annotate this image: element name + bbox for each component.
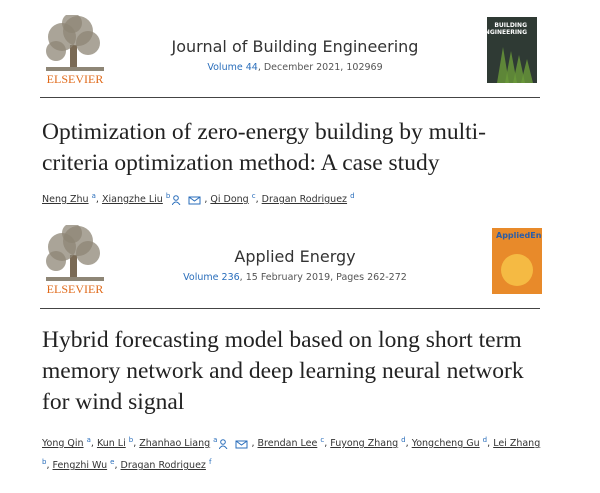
cover-building (513, 55, 525, 83)
separator: , (251, 438, 255, 450)
tree-foliage (46, 251, 66, 271)
separator: , (114, 460, 118, 472)
separator: , (324, 438, 328, 450)
person-body (172, 201, 181, 205)
author-name[interactable]: Qi Dong (210, 194, 249, 206)
author-list: Neng Zhu a, Xiangzhe Liu b, Qi Dong c, D… (42, 187, 542, 209)
cover-sun (501, 254, 533, 286)
divider (40, 308, 540, 309)
author-affiliation: a (213, 436, 218, 444)
volume-line: Volume 236, 15 February 2019, Pages 262-… (145, 272, 445, 283)
publisher-name: ELSEVIER (47, 72, 104, 86)
journal-cover: BUILDINGENGINEERING (487, 17, 537, 83)
mail (188, 196, 201, 205)
author-affiliation: b (165, 192, 171, 200)
author-name[interactable]: Dragan Rodriguez (261, 194, 348, 206)
author-affiliation: d (482, 436, 488, 444)
author-affiliation: d (401, 436, 406, 444)
author-affiliation: c (251, 192, 256, 200)
tree-trunk (70, 255, 77, 279)
author-affiliation: b (128, 436, 134, 444)
author-name[interactable]: Yongcheng Gu (411, 438, 480, 450)
separator: , (46, 460, 50, 472)
contact-icons (219, 438, 248, 449)
article-title: Optimization of zero-energy building by … (42, 119, 487, 176)
cover-building (521, 59, 533, 83)
tree-trunk (70, 45, 77, 69)
volume: Volume 236 (183, 272, 240, 283)
author-affiliation: a (86, 436, 91, 444)
cover-text: BUILDING (494, 22, 527, 29)
publisher-name: ELSEVIER (47, 282, 104, 296)
author-name[interactable]: Kun Li (96, 438, 126, 450)
divider (40, 97, 540, 98)
tree-foliage (62, 225, 82, 243)
volume: Volume 44 (207, 62, 258, 73)
author-name[interactable]: Fuyong Zhang (330, 438, 399, 450)
author-name[interactable]: Fengzhi Wu (52, 460, 108, 472)
separator: , (95, 194, 99, 206)
mail-flap (189, 196, 201, 202)
author-affiliation: c (320, 436, 325, 444)
author-name[interactable]: Dragan Rodriguez (120, 460, 206, 472)
tree-foliage (76, 31, 100, 55)
journal-name: Applied Energy (234, 247, 356, 266)
person-head (220, 438, 227, 445)
separator: , (204, 194, 208, 206)
separator: , (487, 438, 491, 450)
separator: , (405, 438, 409, 450)
author-name[interactable]: Yong Qin (42, 438, 84, 450)
author-affiliation: b (42, 458, 47, 467)
cover-building (497, 47, 509, 83)
publisher-logo: ELSEVIER (46, 15, 104, 86)
author-name[interactable]: Neng Zhu (42, 194, 89, 206)
separator: , (90, 438, 94, 450)
tree-foliage (62, 15, 82, 33)
author-name[interactable]: Xiangzhe Liu (101, 194, 163, 206)
journal-name: Journal of Building Engineering (171, 37, 419, 56)
cover-building (505, 51, 517, 83)
tree-foliage (46, 41, 66, 61)
author-name[interactable]: Zhanhao Liang (139, 438, 211, 450)
separator: , (255, 194, 259, 206)
citation: , December 2021, 102969 (257, 62, 383, 73)
author-affiliation: f (208, 458, 212, 467)
publisher-logo: ELSEVIER (46, 225, 104, 296)
tree-ground (46, 67, 104, 71)
citation: , 15 February 2019, Pages 262-272 (239, 272, 407, 283)
separator: , (133, 438, 137, 450)
volume-line: Volume 44, December 2021, 102969 (145, 62, 445, 73)
tree-foliage (76, 241, 100, 265)
author-name[interactable]: Lei Zhang (493, 438, 541, 450)
person-head (173, 194, 180, 201)
contact-icons (172, 194, 201, 205)
cover-text: ENGINEERING (487, 29, 527, 36)
article-title: Hybrid forecasting model based on long s… (42, 327, 524, 415)
author-affiliation: d (350, 192, 355, 200)
mail (235, 440, 248, 449)
author-affiliation: e (110, 458, 115, 467)
author-affiliation: a (91, 192, 96, 200)
mail-flap (236, 440, 248, 446)
author-name[interactable]: Brendan Lee (257, 438, 318, 450)
person-body (219, 445, 228, 449)
author-list: Yong Qin a, Kun Li b, Zhanhao Liang a, B… (42, 431, 542, 475)
tree-ground (46, 277, 104, 281)
